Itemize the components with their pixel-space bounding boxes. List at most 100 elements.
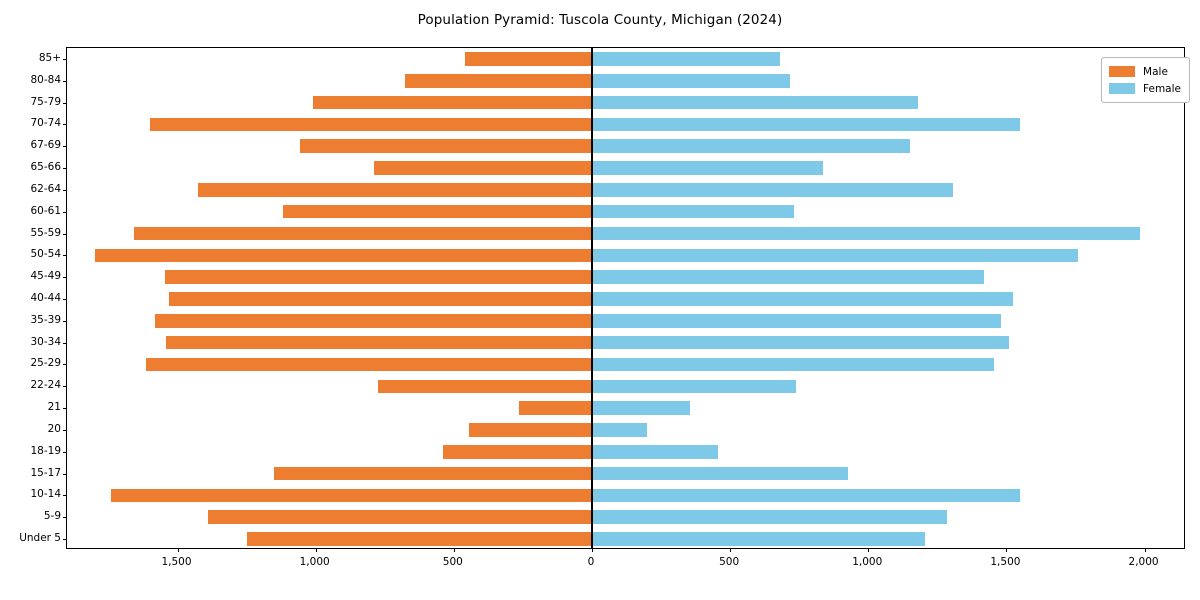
bar-male[interactable]	[198, 183, 592, 197]
legend-label-female: Female	[1143, 82, 1181, 95]
bar-female[interactable]	[591, 466, 848, 481]
y-axis-label: 70-74	[30, 117, 61, 130]
bar-female[interactable]	[591, 532, 925, 546]
bar-row	[67, 379, 1184, 394]
y-axis-label: 10-14	[30, 488, 61, 501]
bar-male[interactable]	[111, 488, 592, 503]
y-axis-tick	[63, 233, 67, 235]
legend-item-female[interactable]: Female	[1109, 80, 1181, 97]
y-axis-tick	[63, 211, 67, 213]
y-axis-tick	[63, 168, 67, 170]
y-axis-label: 21	[47, 401, 61, 414]
bar-male[interactable]	[155, 314, 592, 328]
bar-male[interactable]	[300, 139, 592, 153]
bar-row	[67, 117, 1184, 132]
bar-row	[67, 204, 1184, 219]
bar-female[interactable]	[591, 95, 918, 110]
bar-female[interactable]	[591, 73, 790, 88]
y-axis-label: 80-84	[30, 73, 61, 86]
bar-female[interactable]	[591, 161, 823, 175]
bar-male[interactable]	[166, 335, 592, 350]
bar-male[interactable]	[149, 117, 592, 132]
bar-row	[67, 357, 1184, 372]
bar-row	[67, 95, 1184, 110]
y-axis-label: 62-64	[30, 182, 61, 195]
bar-female[interactable]	[591, 488, 1021, 503]
y-axis-tick	[63, 255, 67, 257]
y-axis-tick	[63, 473, 67, 475]
y-axis-tick	[63, 386, 67, 388]
x-axis-label: 500	[719, 556, 740, 568]
bar-row	[67, 466, 1184, 481]
legend-item-male[interactable]: Male	[1109, 63, 1181, 80]
bar-male[interactable]	[169, 292, 592, 306]
y-axis-tick	[63, 342, 67, 344]
bar-female[interactable]	[591, 248, 1079, 263]
bar-female[interactable]	[591, 139, 910, 153]
y-axis-tick	[63, 146, 67, 148]
y-axis-tick	[63, 364, 67, 366]
bar-row	[67, 488, 1184, 503]
y-axis-tick	[63, 408, 67, 410]
y-axis-tick	[63, 189, 67, 191]
bar-male[interactable]	[165, 270, 592, 284]
bar-row	[67, 139, 1184, 153]
x-axis-label: 1,000	[299, 556, 330, 568]
bar-male[interactable]	[246, 532, 592, 546]
bar-male[interactable]	[469, 423, 592, 437]
bar-row	[67, 52, 1184, 66]
bar-female[interactable]	[591, 379, 797, 394]
bar-male[interactable]	[405, 73, 592, 88]
bar-male[interactable]	[464, 52, 592, 66]
bar-female[interactable]	[591, 52, 780, 66]
y-axis-label: 25-29	[30, 357, 61, 370]
bar-female[interactable]	[591, 423, 648, 437]
bar-female[interactable]	[591, 510, 947, 525]
y-axis-tick	[63, 539, 67, 541]
bar-female[interactable]	[591, 357, 994, 372]
y-axis-tick	[63, 80, 67, 82]
bar-row	[67, 510, 1184, 525]
bar-male[interactable]	[519, 401, 592, 415]
y-axis-tick	[63, 451, 67, 453]
bar-male[interactable]	[133, 226, 592, 241]
bar-female[interactable]	[591, 270, 985, 284]
bar-male[interactable]	[145, 357, 592, 372]
bar-male[interactable]	[94, 248, 592, 263]
bar-female[interactable]	[591, 335, 1010, 350]
y-axis-label: 65-66	[30, 161, 61, 174]
bar-female[interactable]	[591, 183, 953, 197]
y-axis-label: 50-54	[30, 248, 61, 261]
bar-male[interactable]	[377, 379, 592, 394]
legend-swatch-female-icon	[1109, 83, 1136, 94]
x-axis-tick-labels: 1,500 1,000 500 0 500 1,000 1,500 2,000	[66, 549, 1185, 589]
bar-female[interactable]	[591, 401, 691, 415]
bar-female[interactable]	[591, 445, 718, 459]
x-axis-tick	[591, 548, 593, 552]
bar-male[interactable]	[442, 445, 592, 459]
bar-female[interactable]	[591, 292, 1014, 306]
bar-row	[67, 445, 1184, 459]
x-axis-label: 1,500	[990, 556, 1021, 568]
bar-female[interactable]	[591, 204, 794, 219]
bar-row	[67, 183, 1184, 197]
bar-male[interactable]	[282, 204, 592, 219]
y-axis-tick	[63, 58, 67, 60]
y-axis-tick	[63, 299, 67, 300]
x-axis-label: 0	[587, 556, 595, 568]
bar-male[interactable]	[312, 95, 592, 110]
chart-legend: Male Female	[1101, 57, 1190, 103]
zero-axis-line	[591, 48, 593, 548]
y-axis-label: 18-19	[30, 444, 61, 457]
bar-male[interactable]	[274, 466, 592, 481]
bar-female[interactable]	[591, 314, 1001, 328]
bar-row	[67, 532, 1184, 546]
y-axis-tick	[63, 429, 67, 431]
bar-male[interactable]	[373, 161, 592, 175]
bar-female[interactable]	[591, 117, 1021, 132]
bar-female[interactable]	[591, 226, 1141, 241]
x-axis-tick	[730, 548, 732, 552]
bar-male[interactable]	[207, 510, 592, 525]
y-axis-label: 67-69	[30, 139, 61, 152]
